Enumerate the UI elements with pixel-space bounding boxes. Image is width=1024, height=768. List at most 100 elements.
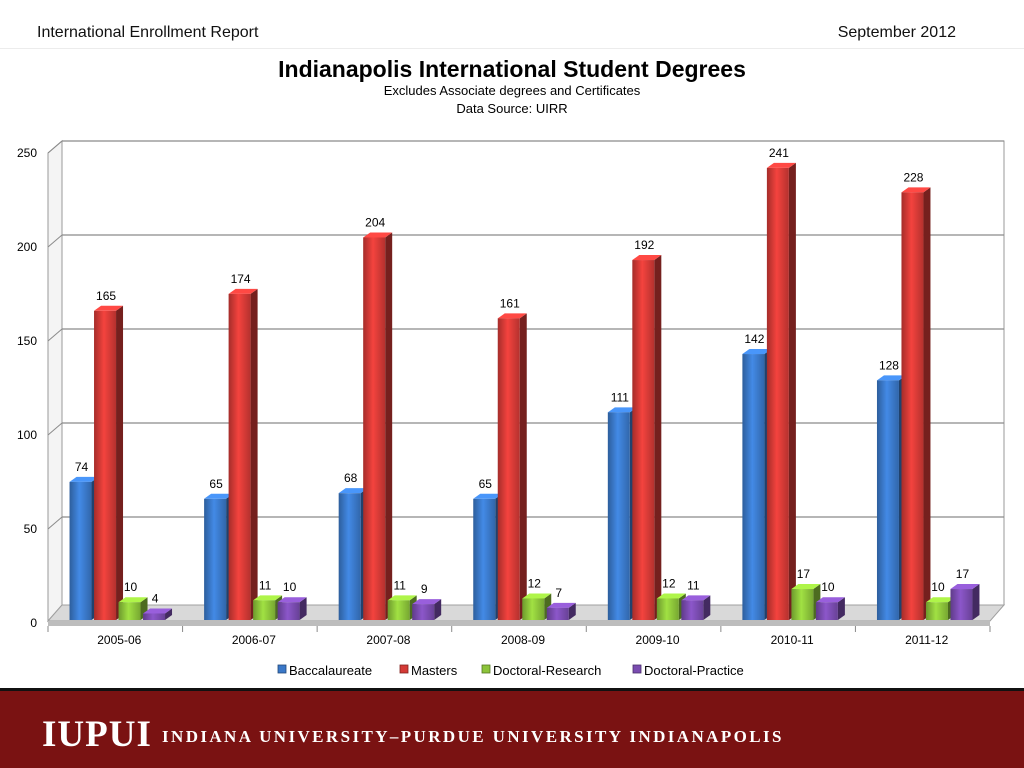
legend-swatch-baccalaureate [277, 664, 287, 674]
bar-side-masters [923, 187, 931, 621]
legend-swatch-doctoral-practice [632, 664, 642, 674]
data-label-baccalaureate: 128 [879, 358, 899, 372]
bar-top-doctoral-research [791, 584, 821, 590]
bar-baccalaureate [69, 481, 92, 620]
bar-top-baccalaureate [876, 375, 906, 381]
bar-masters [94, 310, 117, 620]
bar-top-masters [901, 187, 931, 193]
bar-doctoral-research [522, 598, 545, 620]
data-label-doctoral-practice: 10 [283, 580, 297, 594]
bar-top-masters [632, 255, 662, 261]
y-tick-label: 150 [17, 334, 37, 348]
bar-side-masters [654, 255, 662, 621]
bar-side-doctoral-practice [299, 597, 307, 620]
x-tick-label: 2005-06 [97, 633, 141, 647]
bar-side-masters [116, 305, 124, 620]
legend-swatch-doctoral-research [481, 664, 491, 674]
chart-back-wall [61, 140, 1005, 606]
data-label-doctoral-practice: 7 [555, 586, 562, 600]
legend-label-baccalaureate: Baccalaureate [289, 663, 372, 678]
data-label-baccalaureate: 65 [479, 477, 493, 491]
bar-top-doctoral-research [656, 593, 686, 599]
data-label-doctoral-practice: 11 [687, 578, 700, 592]
gridline-side [47, 234, 63, 248]
bar-top-doctoral-practice [950, 584, 980, 590]
legend-label-doctoral-research: Doctoral-Research [493, 663, 601, 678]
report-header-bar: International Enrollment Report Septembe… [0, 0, 1024, 49]
data-label-baccalaureate: 111 [611, 390, 630, 404]
bar-baccalaureate [607, 412, 630, 620]
x-tick-label: 2009-10 [636, 633, 680, 647]
data-label-masters: 161 [500, 296, 520, 310]
bar-top-masters [228, 288, 258, 294]
data-label-doctoral-research: 11 [259, 578, 272, 592]
x-tick-label: 2010-11 [771, 633, 814, 647]
data-label-masters: 174 [231, 272, 251, 286]
bar-top-doctoral-practice [143, 608, 173, 614]
chart-subtitle-exclusion: Excludes Associate degrees and Certifica… [383, 83, 641, 98]
bar-side-doctoral-practice [972, 584, 980, 620]
bar-top-doctoral-practice [681, 595, 711, 601]
bar-baccalaureate [876, 380, 899, 620]
bar-masters [766, 167, 789, 621]
data-label-doctoral-practice: 9 [421, 582, 428, 596]
bar-top-doctoral-research [522, 593, 552, 599]
gridline-side [47, 328, 63, 342]
data-label-masters: 204 [365, 215, 385, 229]
bar-masters [901, 192, 924, 621]
bar-doctoral-practice [681, 600, 704, 620]
x-tick-label: 2007-08 [366, 633, 410, 647]
bar-doctoral-practice [143, 613, 166, 620]
legend-label-masters: Masters [411, 663, 458, 678]
bar-top-baccalaureate [69, 476, 99, 482]
x-tick-label: 2011-12 [905, 633, 948, 647]
data-label-doctoral-practice: 10 [821, 580, 835, 594]
data-label-doctoral-research: 10 [124, 580, 138, 594]
bar-baccalaureate [473, 498, 496, 620]
bar-doctoral-research [656, 598, 679, 620]
data-label-baccalaureate: 74 [75, 460, 89, 474]
data-label-doctoral-research: 17 [797, 567, 811, 581]
bar-top-doctoral-practice [546, 602, 576, 608]
bar-side-masters [250, 288, 258, 620]
bar-top-doctoral-practice [277, 597, 307, 603]
bar-doctoral-practice [412, 604, 435, 620]
bar-top-masters [94, 305, 124, 311]
bar-top-doctoral-research [925, 597, 955, 603]
data-label-masters: 241 [769, 146, 789, 160]
data-label-doctoral-practice: 4 [152, 591, 159, 605]
x-tick-label: 2006-07 [232, 633, 276, 647]
gridline-side [47, 516, 63, 530]
chart-title: Indianapolis International Student Degre… [278, 56, 746, 82]
chart-subtitle-source: Data Source: UIRR [456, 101, 568, 116]
legend-swatch-masters [399, 664, 409, 674]
y-tick-label: 200 [17, 240, 37, 254]
y-tick-label: 100 [17, 428, 37, 442]
bar-top-doctoral-practice [815, 597, 845, 603]
bar-baccalaureate [338, 493, 361, 620]
x-tick-label: 2008-09 [501, 633, 545, 647]
bar-top-masters [363, 232, 393, 238]
data-label-doctoral-practice: 17 [956, 567, 970, 581]
bar-doctoral-practice [277, 602, 300, 620]
data-label-masters: 228 [903, 170, 923, 184]
data-label-masters: 165 [96, 289, 116, 303]
bar-top-doctoral-practice [412, 599, 442, 605]
data-label-doctoral-research: 10 [931, 580, 945, 594]
bar-masters [228, 293, 251, 620]
chart-side-wall [47, 139, 63, 623]
data-label-baccalaureate: 68 [344, 471, 358, 485]
bar-doctoral-practice [950, 589, 973, 620]
bar-top-doctoral-research [118, 597, 148, 603]
data-label-doctoral-research: 11 [393, 578, 406, 592]
chart-floor-edge [48, 621, 990, 626]
bar-side-masters [788, 162, 796, 621]
y-tick-label: 250 [17, 146, 37, 160]
bar-masters [363, 237, 386, 621]
bar-top-baccalaureate [607, 407, 637, 413]
bar-doctoral-research [925, 602, 948, 620]
bar-masters [497, 318, 520, 620]
bar-doctoral-practice [815, 602, 838, 620]
bar-side-doctoral-practice [568, 602, 576, 620]
institution-name: INDIANA UNIVERSITY–PURDUE UNIVERSITY IND… [162, 727, 784, 746]
